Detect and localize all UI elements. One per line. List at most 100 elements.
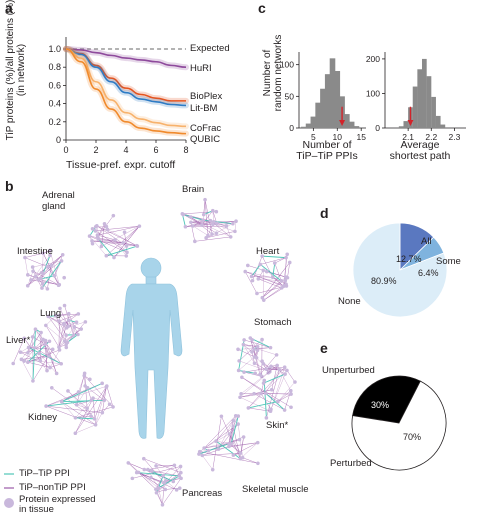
ppi-edge-tip-nontip (226, 226, 231, 237)
panel-letter-e: e (320, 340, 328, 356)
protein-node (52, 273, 57, 278)
ppi-edge-tip-nontip (277, 381, 296, 402)
protein-node (238, 456, 243, 461)
pie-d-label-some: Some (436, 256, 461, 267)
ppi-edge-tip-nontip (75, 398, 94, 434)
c-left-bar (329, 58, 336, 129)
ppi-edge-tip-nontip (42, 253, 59, 286)
c-left-bar (353, 126, 360, 128)
ppi-edge-tip-tip (238, 370, 256, 374)
ppi-edge-tip-nontip (212, 210, 218, 224)
protein-node (260, 295, 265, 300)
protein-node (275, 363, 279, 368)
protein-node (142, 456, 146, 461)
protein-node (231, 424, 236, 429)
tissue-label-kidney: Kidney (28, 412, 58, 423)
protein-node (41, 251, 45, 256)
protein-node (26, 350, 30, 355)
ppi-edge-tip-nontip (61, 401, 96, 425)
panel-letter-d: d (320, 205, 329, 221)
pie-d-label-none: None (338, 296, 361, 307)
protein-node (79, 327, 84, 331)
ppi-edge-tip-nontip (49, 349, 60, 368)
ppi-edge-tip-nontip (114, 239, 127, 257)
protein-node (236, 368, 241, 373)
protein-node (215, 221, 219, 226)
protein-node (65, 340, 70, 345)
protein-node (289, 392, 293, 396)
protein-node (206, 233, 210, 238)
a-ytick-label: 0 (56, 135, 61, 145)
ppi-edge-tip-tip (46, 399, 92, 407)
protein-node (48, 248, 52, 253)
protein-node (104, 224, 109, 229)
ppi-edge-tip-nontip (199, 451, 258, 464)
protein-node (255, 291, 259, 296)
protein-node (253, 371, 257, 376)
ppi-edge-tip-nontip (238, 339, 263, 362)
ppi-edge-tip-nontip (27, 355, 49, 363)
protein-node (214, 231, 219, 236)
tissue-label-skin: Skin* (266, 420, 289, 431)
ppi-edge-tip-nontip (55, 315, 67, 336)
panel-b-legend (4, 473, 14, 508)
ppi-edge-tip-nontip (194, 236, 231, 242)
ppi-edge-tip-nontip (45, 325, 65, 342)
protein-node (258, 372, 262, 377)
panel-a-ylabel: TiP proteins (%)/all proteins (%) (in ne… (5, 0, 27, 150)
panel-c-ylabel-line1: Number of (262, 49, 273, 97)
protein-node (252, 361, 257, 366)
protein-node (269, 387, 274, 392)
ppi-edge-tip-nontip (12, 338, 25, 364)
protein-node (113, 238, 117, 242)
ppi-edge-tip-nontip (38, 279, 59, 286)
ppi-edge-tip-nontip (76, 404, 88, 409)
ppi-edge-tip-nontip (212, 416, 222, 470)
protein-node (201, 212, 206, 217)
ppi-edge-tip-nontip (243, 344, 255, 364)
ppi-edge-tip-nontip (204, 199, 209, 236)
protein-node (239, 391, 243, 396)
ppi-edge-tip-nontip (245, 271, 285, 286)
ppi-edge-tip-tip (230, 416, 239, 444)
ppi-edge-tip-tip (265, 392, 285, 411)
panel-c-left-xlabel-line2: TiP–TiP PPIs (296, 150, 358, 163)
a-xtick-label: 0 (63, 145, 68, 155)
protein-node (264, 269, 269, 274)
protein-node (264, 416, 269, 420)
pie-e-label-unperturbed: Unperturbed (322, 365, 375, 376)
ppi-edge-tip-nontip (143, 458, 165, 483)
c-right-bar (408, 107, 413, 128)
adrenal-line2: gland (42, 201, 66, 212)
pie-d-label-all: All (421, 236, 432, 247)
protein-node (236, 422, 240, 426)
protein-node (66, 324, 71, 329)
ppi-edge-tip-nontip (229, 433, 241, 454)
panel-a-ylabel-line2: (in network) (15, 43, 27, 97)
protein-node (252, 355, 257, 359)
protein-node (45, 368, 49, 373)
ppi-edge-tip-tip (248, 401, 278, 409)
protein-node (259, 391, 263, 396)
ppi-edge-tip-nontip (228, 420, 234, 444)
ppi-edge-tip-nontip (192, 225, 209, 236)
protein-node (122, 230, 127, 234)
panel-c-right-xlabel-line1: Average (400, 139, 440, 151)
protein-node (39, 276, 43, 281)
panel-c-ylabel: Number of random networks (262, 28, 284, 118)
protein-node (268, 345, 273, 350)
ppi-edge-tip-tip (41, 260, 62, 289)
protein-node (214, 209, 219, 214)
protein-node (38, 358, 43, 363)
protein-node (172, 463, 177, 468)
tissue-label-adrenal-gland: Adrenal gland (42, 190, 75, 212)
protein-node (183, 224, 188, 229)
a-line-cofrac (65, 48, 187, 128)
protein-node (256, 461, 260, 466)
ppi-edge-tip-nontip (206, 231, 235, 239)
c-left-bar (305, 123, 312, 128)
protein-node (211, 220, 216, 224)
ppi-edge-tip-nontip (162, 478, 182, 505)
a-ytick-label: 0.4 (48, 99, 61, 109)
ppi-edge-tip-nontip (240, 365, 278, 394)
